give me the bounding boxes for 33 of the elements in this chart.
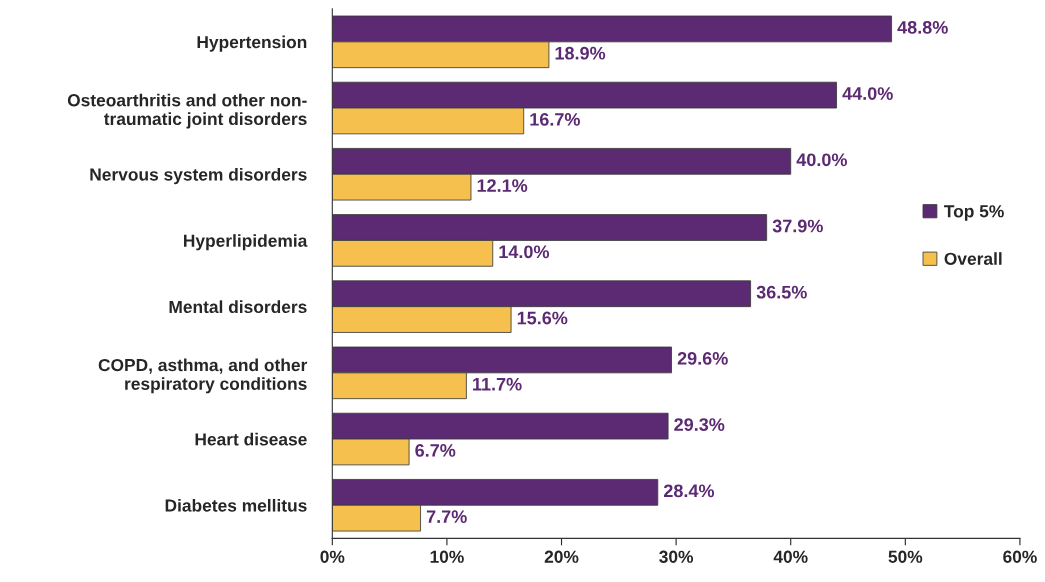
y-tick-label: Nervous system disorders [90,167,307,185]
x-tick-label: 20% [544,550,579,563]
x-tick-label: 30% [659,550,694,563]
data-label: 37.9% [772,219,823,233]
y-tick-label: COPD, asthma, and other respiratory conditions [98,358,308,394]
data-label: 11.7% [473,377,522,391]
data-label: 14.0% [499,245,550,259]
x-tick-label: 10% [430,550,464,563]
x-tick-label: 50% [888,550,923,563]
y-tick-label: Mental disorders [169,300,307,314]
data-label: 12.1% [477,179,528,192]
data-label: 6.7% [415,444,456,457]
data-label: 16.7% [530,113,580,126]
data-label: 29.6% [677,352,728,365]
legend-label: Overall [944,252,1002,265]
data-label: 48.8% [897,20,948,34]
data-label: 44.0% [842,87,893,100]
data-label: 40.0% [796,153,847,167]
y-tick-label: Heart disease [195,432,307,446]
y-tick-label: Hypertension [197,35,307,52]
legend-label: Top 5% [944,205,1004,221]
data-label: 29.3% [674,418,725,432]
data-label: 28.4% [663,484,715,498]
x-tick-label: 40% [773,550,808,563]
x-tick-label: 0% [320,550,345,563]
data-label: 18.9% [555,46,606,60]
data-label: 7.7% [426,510,467,523]
y-tick-label: Hyperlipidemia [184,234,308,251]
y-tick-label: Diabetes mellitus [165,498,307,512]
x-tick-label: 60% [1003,550,1037,563]
data-label: 15.6% [517,311,568,325]
y-tick-label: Osteoarthritis and other non- traumatic joint disorders [67,93,307,129]
data-label: 36.5% [756,285,807,299]
